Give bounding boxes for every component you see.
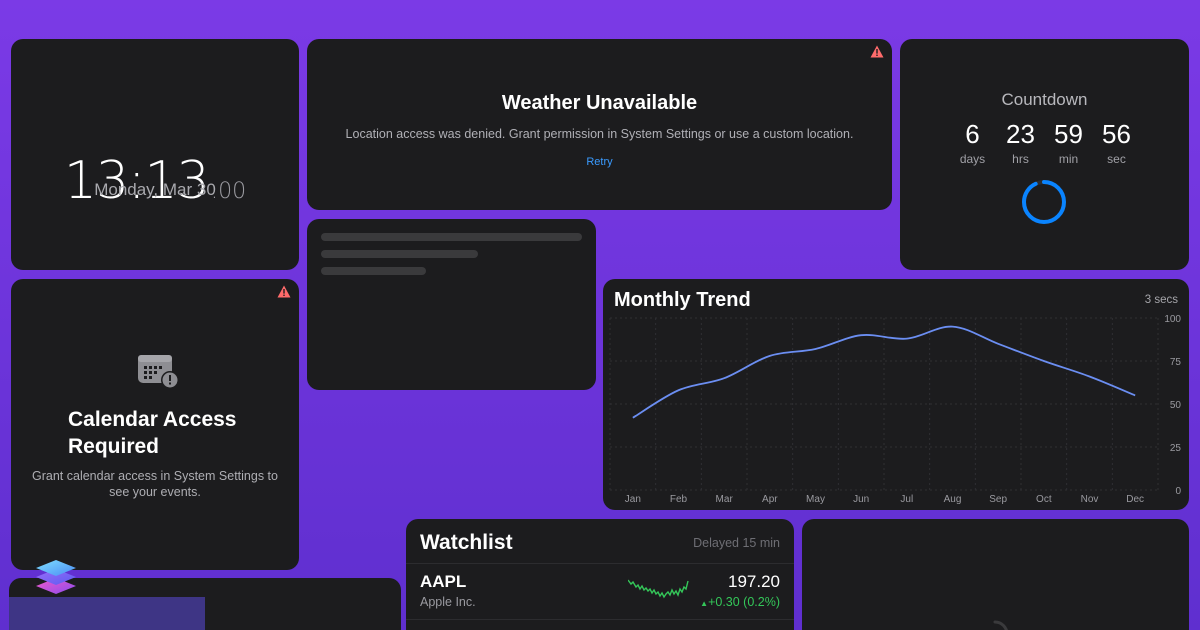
stock-change-value: +0.30 (0.2%) xyxy=(708,595,780,609)
app-logo-icon xyxy=(36,560,76,594)
y-tick-label: 100 xyxy=(1164,314,1181,325)
countdown-seconds-value: 56 xyxy=(1102,119,1131,149)
countdown-seconds: 56 sec xyxy=(1098,119,1136,166)
y-tick-label: 25 xyxy=(1170,443,1182,454)
loading-spinner-icon xyxy=(993,620,1008,630)
warning-triangle-icon xyxy=(277,285,291,298)
countdown-minutes-label: min xyxy=(1058,152,1079,166)
countdown-days-label: days xyxy=(959,152,986,166)
warning-triangle-icon xyxy=(870,45,884,58)
watchlist-delay-status: Delayed 15 min xyxy=(693,536,780,550)
countdown-title: Countdown xyxy=(1001,90,1088,109)
x-tick-label: Jul xyxy=(900,494,913,505)
calendar-alert-icon xyxy=(138,355,179,389)
x-tick-label: Feb xyxy=(670,494,688,505)
monthly-trend-widget: 100 75 50 25 0 Jan Feb Mar Apr May Jun Jul Aug Sep Oct… xyxy=(603,279,1189,510)
countdown-days-value: 6 xyxy=(965,119,980,149)
line-chart: 100 75 50 25 0 Jan Feb Mar Apr May Jun Jul Aug Sep Oct… xyxy=(609,314,1182,505)
countdown-progress-ring xyxy=(1022,180,1066,224)
clock-hours-minutes: 13:13 xyxy=(63,151,210,211)
weather-widget: Weather Unavailable Location access was … xyxy=(307,39,892,210)
countdown-hours-label: hrs xyxy=(1012,152,1029,166)
x-tick-label: Nov xyxy=(1081,494,1099,505)
weather-title: Weather Unavailable xyxy=(501,92,698,114)
clock-time: 13:13:00 xyxy=(11,151,299,211)
skeleton-line xyxy=(321,233,582,241)
x-tick-label: May xyxy=(806,494,825,505)
divider xyxy=(406,563,794,564)
y-tick-label: 50 xyxy=(1170,400,1182,411)
countdown-hours-value: 23 xyxy=(1006,119,1035,149)
stock-name: Apple Inc. xyxy=(420,595,476,609)
watchlist-row[interactable]: AAPL Apple Inc. 197.20 ▲+0.30 (0.2%) xyxy=(406,564,794,619)
calendar-message: Grant calendar access in System Settings… xyxy=(32,469,278,499)
countdown-minutes: 59 min xyxy=(1050,119,1088,166)
x-tick-label: Aug xyxy=(944,494,962,505)
countdown-hours: 23 hrs xyxy=(1002,119,1040,166)
skeleton-line xyxy=(321,267,426,275)
x-tick-label: Mar xyxy=(716,494,734,505)
clock-widget: 13:13:00 Monday, Mar 30 xyxy=(11,39,299,270)
clock-date: Monday, Mar 30 xyxy=(94,180,216,199)
countdown-minutes-value: 59 xyxy=(1054,119,1083,149)
chart-refresh-interval: 3 secs xyxy=(1144,294,1178,306)
series-line xyxy=(632,325,1136,419)
x-tick-label: Jan xyxy=(625,494,641,505)
watchlist-title: Watchlist xyxy=(420,531,513,554)
x-tick-label: Dec xyxy=(1126,494,1144,505)
loading-widget xyxy=(802,519,1189,630)
y-tick-label: 75 xyxy=(1170,357,1182,368)
x-tick-label: Oct xyxy=(1036,494,1052,505)
up-triangle-icon: ▲ xyxy=(700,599,709,608)
placeholder-block xyxy=(9,597,205,630)
countdown-days: 6 days xyxy=(954,119,992,166)
countdown-widget: Countdown 6 days 23 hrs 59 min 56 sec xyxy=(900,39,1189,270)
calendar-widget: Calendar Access Required Grant calendar … xyxy=(11,279,299,570)
countdown-seconds-label: sec xyxy=(1107,152,1126,166)
divider xyxy=(406,619,794,620)
stock-sparkline xyxy=(628,579,689,599)
chart-title: Monthly Trend xyxy=(614,289,751,311)
calendar-title: Calendar Access Required xyxy=(68,408,237,458)
watchlist-widget: Watchlist Delayed 15 min AAPL Apple Inc.… xyxy=(406,519,794,630)
stock-symbol: AAPL xyxy=(420,572,467,591)
loading-skeleton-widget xyxy=(307,219,596,390)
countdown-units: 6 days 23 hrs 59 min 56 sec xyxy=(900,119,1189,166)
x-tick-label: Jun xyxy=(853,494,869,505)
y-tick-label: 0 xyxy=(1175,486,1181,497)
stock-change: ▲+0.30 (0.2%) xyxy=(700,595,780,609)
stock-price: 197.20 xyxy=(728,572,780,591)
retry-button[interactable]: Retry xyxy=(586,156,613,168)
x-tick-label: Sep xyxy=(989,494,1007,505)
clock-seconds: :00 xyxy=(210,179,247,204)
x-tick-label: Apr xyxy=(762,494,778,505)
weather-message: Location access was denied. Grant permis… xyxy=(345,127,854,141)
skeleton-line xyxy=(321,250,478,258)
partial-widget xyxy=(9,578,401,630)
